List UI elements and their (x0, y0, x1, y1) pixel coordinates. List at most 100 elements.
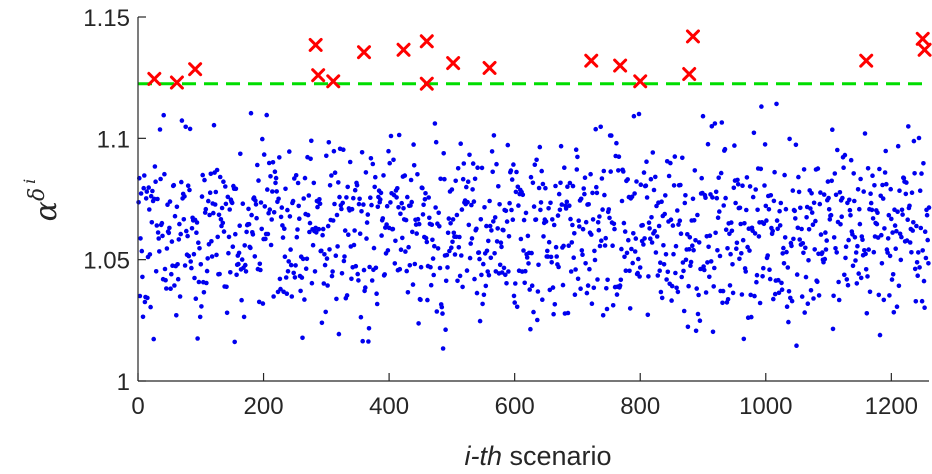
data-point (521, 217, 527, 223)
data-point (589, 232, 594, 237)
x-tick-label: 1000 (739, 393, 792, 420)
data-point (759, 104, 764, 109)
data-point (492, 251, 497, 256)
data-point (536, 185, 542, 191)
data-point (822, 256, 828, 262)
data-point (339, 206, 344, 212)
data-point (384, 222, 389, 227)
data-point (779, 287, 785, 293)
data-point (484, 223, 489, 229)
data-point (750, 194, 756, 200)
data-point (364, 220, 370, 225)
data-point (459, 207, 465, 212)
data-point (299, 275, 305, 280)
data-point (523, 210, 529, 216)
data-point (649, 215, 654, 220)
data-point (141, 185, 146, 191)
data-point (818, 232, 824, 237)
data-point (815, 279, 820, 285)
data-point (325, 283, 330, 288)
data-point (809, 191, 814, 196)
data-point (881, 297, 887, 303)
data-point (634, 179, 639, 184)
data-point (529, 283, 535, 289)
data-point (702, 267, 707, 273)
data-point (409, 199, 415, 205)
data-point (301, 196, 307, 201)
data-point (706, 244, 711, 250)
data-point (142, 299, 148, 305)
data-point (157, 249, 162, 254)
axes (137, 17, 929, 382)
data-point (925, 237, 930, 243)
data-point (922, 229, 928, 234)
data-point (909, 250, 914, 255)
data-point (755, 207, 760, 213)
data-point (926, 205, 932, 210)
data-point (774, 101, 779, 107)
data-point (182, 194, 187, 199)
data-point (492, 215, 498, 220)
data-point (669, 283, 675, 289)
exceed-marker (446, 56, 461, 71)
data-point (528, 174, 534, 180)
data-point (457, 273, 463, 279)
data-point (196, 279, 202, 285)
data-point (189, 265, 194, 271)
data-point (375, 204, 381, 210)
data-point (914, 260, 920, 265)
exceed-marker (326, 74, 341, 89)
data-point (851, 171, 856, 176)
data-point (707, 233, 713, 238)
data-point (361, 202, 366, 207)
data-point (263, 236, 268, 242)
data-point (359, 209, 364, 214)
data-point (874, 221, 880, 227)
data-point (565, 310, 571, 316)
data-point (811, 296, 816, 301)
data-point (448, 221, 453, 226)
data-point (646, 220, 652, 225)
data-point (202, 210, 208, 215)
data-point (551, 222, 557, 228)
data-point (761, 221, 767, 227)
data-point (207, 212, 212, 218)
data-point (787, 136, 792, 142)
data-point (536, 262, 541, 268)
data-point (798, 205, 803, 211)
data-point (317, 197, 322, 202)
data-point (782, 172, 787, 178)
data-point (605, 277, 610, 283)
data-point (648, 236, 653, 241)
data-point (669, 298, 674, 303)
data-point (283, 275, 289, 280)
data-point (735, 182, 741, 187)
data-point (221, 229, 227, 234)
data-point (228, 270, 233, 275)
data-point (895, 143, 901, 149)
data-point (847, 207, 853, 213)
data-point (885, 250, 890, 255)
data-point (363, 285, 368, 290)
data-point (441, 151, 447, 156)
data-point (670, 223, 676, 228)
data-point (780, 251, 785, 256)
data-point (185, 233, 190, 239)
exceed-marker (584, 53, 599, 68)
data-point (160, 233, 165, 239)
data-point (893, 246, 898, 251)
data-point (393, 238, 398, 244)
data-point (361, 267, 367, 273)
data-point (700, 113, 706, 119)
data-point (871, 249, 877, 255)
data-point (163, 277, 168, 283)
data-point (477, 318, 483, 324)
data-point (475, 165, 480, 170)
data-point (434, 309, 440, 314)
data-point (809, 210, 815, 215)
data-point (842, 152, 848, 158)
data-point (342, 254, 347, 259)
data-point (775, 226, 780, 232)
data-point (175, 262, 180, 267)
data-point (333, 253, 339, 258)
